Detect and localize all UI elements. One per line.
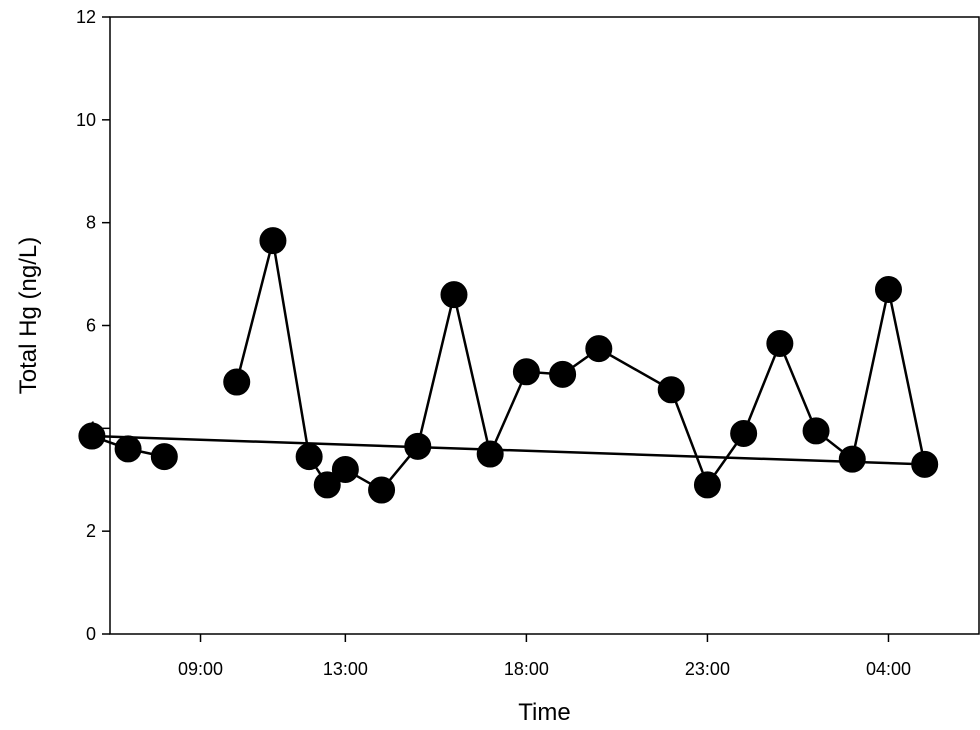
data-point (404, 432, 432, 460)
data-point (549, 360, 577, 388)
data-point (313, 471, 341, 499)
data-point (802, 417, 830, 445)
data-point (78, 422, 106, 450)
y-tick-label: 10 (76, 110, 96, 130)
data-point (114, 435, 142, 463)
x-axis-title: Time (518, 699, 570, 726)
x-tick-label: 09:00 (178, 659, 223, 679)
y-tick-label: 12 (76, 7, 96, 27)
data-point (911, 450, 939, 478)
y-axis-ticks: 024681012 (76, 7, 110, 644)
plot-area (109, 16, 980, 635)
data-point (512, 358, 540, 386)
data-point (657, 376, 685, 404)
x-tick-label: 23:00 (685, 659, 730, 679)
y-tick-label: 6 (86, 316, 96, 336)
y-tick-label: 0 (86, 624, 96, 644)
data-point (874, 276, 902, 304)
data-point (440, 281, 468, 309)
series-line (91, 240, 927, 492)
data-point (476, 440, 504, 468)
series-layer (78, 227, 939, 504)
data-point (150, 443, 178, 471)
data-point (259, 227, 287, 255)
data-point (295, 443, 323, 471)
y-axis-title: Total Hg (ng/L) (15, 237, 42, 394)
y-tick-label: 8 (86, 213, 96, 233)
data-point (838, 445, 866, 473)
plot-frame (109, 16, 980, 635)
data-point (585, 335, 613, 363)
data-point (693, 471, 721, 499)
data-point (331, 455, 359, 483)
data-point (368, 476, 396, 504)
data-point (766, 329, 794, 357)
y-tick-label: 2 (86, 521, 96, 541)
x-tick-label: 04:00 (866, 659, 911, 679)
data-point (730, 419, 758, 447)
x-tick-label: 13:00 (323, 659, 368, 679)
x-tick-label: 18:00 (504, 659, 549, 679)
data-point (223, 368, 251, 396)
